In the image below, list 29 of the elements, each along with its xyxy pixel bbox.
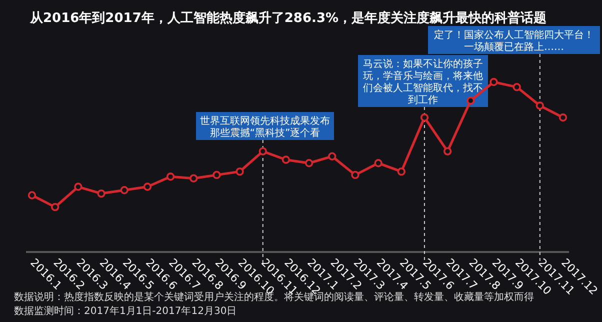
point bbox=[50, 202, 60, 212]
point bbox=[258, 147, 267, 156]
point bbox=[143, 182, 152, 191]
chart-title: 从2016年到2017年，人工智能热度飙升了286.3%，是年度关注度飙升最快的科普话题 bbox=[29, 10, 547, 26]
point bbox=[120, 186, 128, 194]
text: 数据监测时间：2017年1月1日-2017年12月30日 bbox=[14, 305, 237, 317]
point bbox=[212, 170, 221, 180]
point bbox=[512, 82, 521, 92]
point bbox=[420, 113, 429, 122]
point bbox=[351, 170, 360, 180]
point bbox=[282, 156, 290, 164]
point bbox=[74, 182, 82, 191]
point bbox=[190, 174, 198, 182]
point bbox=[166, 172, 175, 181]
point bbox=[328, 152, 336, 160]
point bbox=[466, 96, 475, 105]
point bbox=[397, 167, 406, 176]
point bbox=[374, 159, 382, 168]
point bbox=[490, 78, 498, 86]
point bbox=[304, 159, 314, 168]
point bbox=[443, 147, 452, 156]
point bbox=[236, 167, 244, 176]
point bbox=[97, 189, 106, 198]
ref-line-label: 世界互联网领先科技成果发布那些震撼“黑科技”逐个看 bbox=[200, 115, 330, 139]
point bbox=[558, 113, 568, 122]
point bbox=[536, 102, 544, 110]
point bbox=[28, 191, 36, 200]
ref-line-label: 马云说：如果不让你的孩子玩，学音乐与绘画，将来他们会被人工智能取代，找不到工作 bbox=[363, 58, 483, 106]
ref-line-label: 定了！国家公布人工智能四大平台！一场颠覆已在路上…… bbox=[434, 29, 594, 53]
